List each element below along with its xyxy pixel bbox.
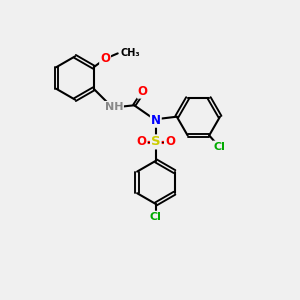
Text: CH₃: CH₃ (121, 48, 140, 59)
Text: NH: NH (105, 102, 123, 112)
Text: O: O (100, 52, 110, 65)
Text: N: N (151, 114, 161, 127)
Text: O: O (138, 85, 148, 98)
Text: Cl: Cl (150, 212, 162, 222)
Text: S: S (151, 135, 160, 148)
Text: Cl: Cl (213, 142, 225, 152)
Text: O: O (165, 135, 175, 148)
Text: O: O (137, 135, 147, 148)
